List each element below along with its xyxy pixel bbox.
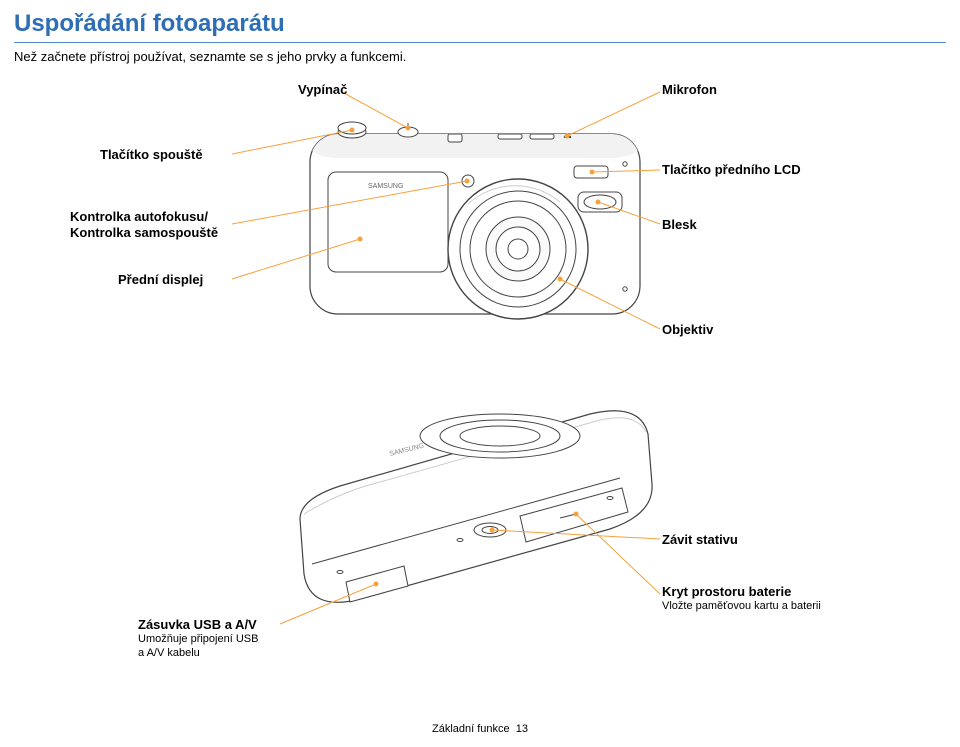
label-shutter: Tlačítko spouště: [100, 147, 203, 163]
label-usb-title: Zásuvka USB a A/V: [138, 617, 257, 632]
label-af-lamp: Kontrolka autofokusu/ Kontrolka samospou…: [70, 209, 218, 242]
svg-text:SAMSUNG: SAMSUNG: [368, 183, 403, 190]
label-flash: Blesk: [662, 217, 697, 233]
svg-text:SAMSUNG: SAMSUNG: [389, 443, 425, 458]
label-battery-title: Kryt prostoru baterie: [662, 584, 791, 599]
label-tripod: Závit stativu: [662, 532, 738, 548]
diagram-area: SAMSUNG: [0, 64, 960, 684]
label-power: Vypínač: [298, 82, 347, 98]
footer-section: Základní funkce: [432, 723, 510, 735]
label-battery-sub: Vložte paměťovou kartu a baterii: [662, 600, 821, 614]
label-microphone: Mikrofon: [662, 82, 717, 98]
label-af-lamp-l2: Kontrolka samospouště: [70, 225, 218, 240]
page-footer: Základní funkce 13: [0, 723, 960, 735]
footer-page: 13: [516, 723, 528, 735]
label-usb-sub1: Umožňuje připojení USB: [138, 633, 258, 647]
label-lens: Objektiv: [662, 322, 713, 338]
label-front-display: Přední displej: [118, 272, 203, 288]
page-title: Uspořádání fotoaparátu: [0, 0, 960, 42]
title-underline: [14, 42, 946, 43]
label-usb: Zásuvka USB a A/V Umožňuje připojení USB…: [138, 617, 258, 661]
label-af-lamp-l1: Kontrolka autofokusu/: [70, 209, 208, 224]
label-battery: Kryt prostoru baterie Vložte paměťovou k…: [662, 584, 821, 614]
page-subtitle: Než začnete přístroj používat, seznamte …: [0, 49, 960, 64]
label-front-lcd: Tlačítko předního LCD: [662, 162, 801, 178]
label-usb-sub2: a A/V kabelu: [138, 647, 258, 661]
